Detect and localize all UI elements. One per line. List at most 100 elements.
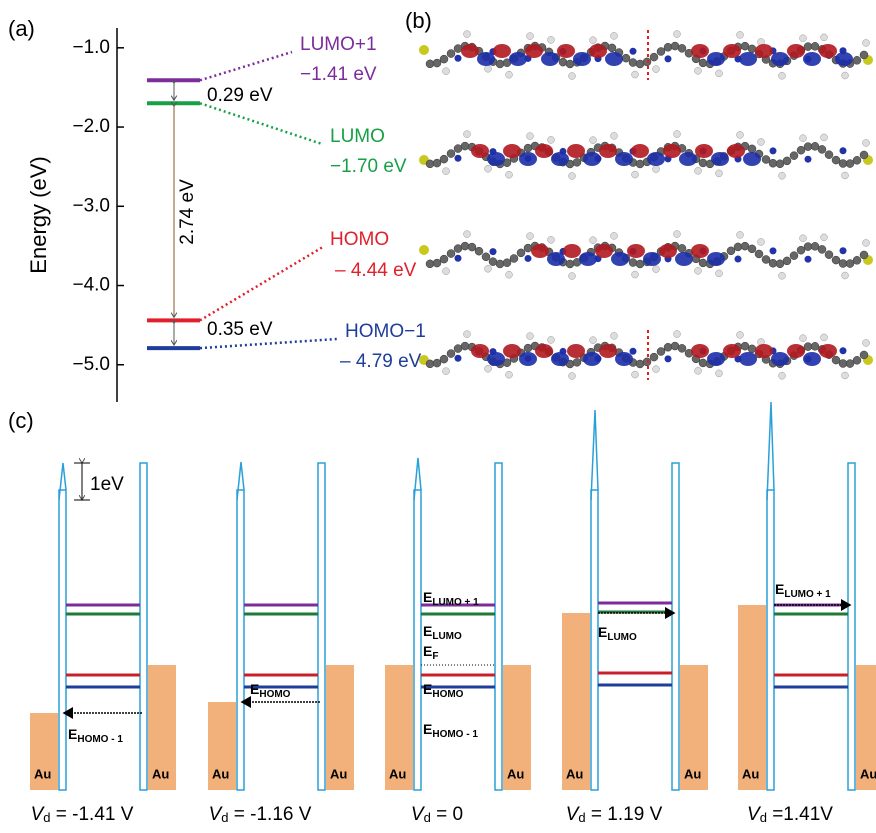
panel-label: (c) — [8, 408, 34, 433]
molecule — [419, 330, 873, 380]
electrode-label: Au — [212, 766, 229, 781]
orbital-lobe — [583, 152, 601, 166]
atom — [842, 272, 849, 279]
level-energy: – 4.44 eV — [335, 260, 417, 281]
orbital-lobe — [583, 352, 601, 366]
orbital-lobe — [531, 244, 549, 258]
energy-subscript: HOMO — [432, 689, 463, 700]
orbital-lobe — [599, 144, 617, 158]
atom — [632, 171, 639, 178]
molecule — [419, 30, 873, 80]
barrier-tip — [591, 410, 598, 500]
figure: (a) (b) (c) Energy (eV) −1.0−2.0−3.0−4.0… — [0, 0, 876, 833]
panel-label: (b) — [405, 8, 432, 33]
barrier — [59, 490, 66, 790]
energy-label: ELUMO + 1 — [775, 581, 831, 600]
orbital-lobe — [803, 52, 821, 66]
atom — [783, 157, 791, 165]
orbital-lobe — [663, 144, 681, 158]
atom — [825, 251, 833, 259]
atom — [447, 350, 455, 358]
atom — [770, 247, 777, 254]
atom — [482, 253, 490, 261]
atom — [716, 370, 723, 377]
atom — [455, 155, 462, 162]
atom — [632, 271, 639, 278]
atom — [657, 47, 665, 55]
orbital-lobe — [567, 344, 585, 358]
orbital-lobe — [707, 352, 725, 366]
atom — [569, 272, 576, 279]
atom — [653, 166, 660, 173]
atom — [447, 50, 455, 58]
molecule — [419, 131, 873, 180]
orbital-lobe — [563, 244, 581, 258]
energy-label: ELUMO + 1 — [423, 589, 479, 608]
orbital-lobe — [691, 344, 709, 358]
energy-subscript: LUMO — [607, 632, 637, 643]
atom — [447, 150, 455, 158]
electrode — [562, 613, 590, 790]
orbital-lobe — [631, 144, 649, 158]
atom — [657, 347, 665, 355]
atom — [664, 343, 672, 351]
orbital-lobe — [691, 44, 709, 58]
level-connector — [200, 52, 292, 80]
atom — [821, 134, 828, 141]
orbital-lobe — [743, 152, 761, 166]
voltage-value: = -1.16 V — [229, 804, 312, 825]
orbital-lobe — [803, 352, 821, 366]
atom — [863, 339, 870, 346]
atom — [748, 45, 756, 53]
atom — [797, 146, 805, 154]
orbital-lobe — [755, 344, 773, 358]
atom — [674, 131, 681, 138]
level-name: LUMO — [330, 126, 385, 147]
junction-panel: AuAuELUMO + 1Vd =1.41V — [738, 402, 876, 825]
atom — [632, 71, 639, 78]
atom — [636, 160, 644, 168]
atom — [590, 337, 597, 344]
atom — [464, 331, 471, 338]
atom — [440, 255, 448, 263]
atom — [447, 250, 455, 258]
orbital-lobe — [691, 244, 709, 258]
barrier — [672, 463, 679, 790]
atom — [664, 43, 672, 51]
atom — [863, 139, 870, 146]
atom — [678, 244, 686, 252]
atom — [506, 171, 513, 178]
electrode-label: Au — [34, 766, 51, 781]
atom — [737, 31, 744, 38]
atom — [590, 237, 597, 244]
atom — [695, 167, 702, 174]
energy-label: ELUMO — [423, 623, 462, 642]
atom — [433, 59, 441, 67]
atom — [569, 372, 576, 379]
atom — [636, 260, 644, 268]
atom — [734, 243, 742, 251]
atom — [485, 365, 492, 372]
atom — [636, 60, 644, 68]
atom — [825, 151, 833, 159]
atom — [527, 133, 534, 140]
voltage-value: = 0 — [431, 804, 463, 825]
atom — [527, 33, 534, 40]
atom — [805, 256, 812, 263]
orbital-lobe — [525, 44, 543, 58]
orbital-lobe — [739, 352, 757, 366]
y-tick-label: −1.0 — [72, 37, 110, 58]
orbital-lobe — [605, 52, 623, 66]
atom — [650, 53, 658, 61]
atom — [653, 366, 660, 373]
voltage-subscript: d — [221, 810, 228, 825]
atom — [863, 39, 870, 46]
barrier — [848, 463, 855, 790]
orbital-lobe — [551, 352, 569, 366]
atom — [630, 348, 637, 355]
atom — [650, 353, 658, 361]
atom — [762, 155, 770, 163]
energy-symbol: E — [423, 721, 432, 737]
voltage-subscript: d — [43, 810, 50, 825]
molecule — [419, 231, 873, 280]
